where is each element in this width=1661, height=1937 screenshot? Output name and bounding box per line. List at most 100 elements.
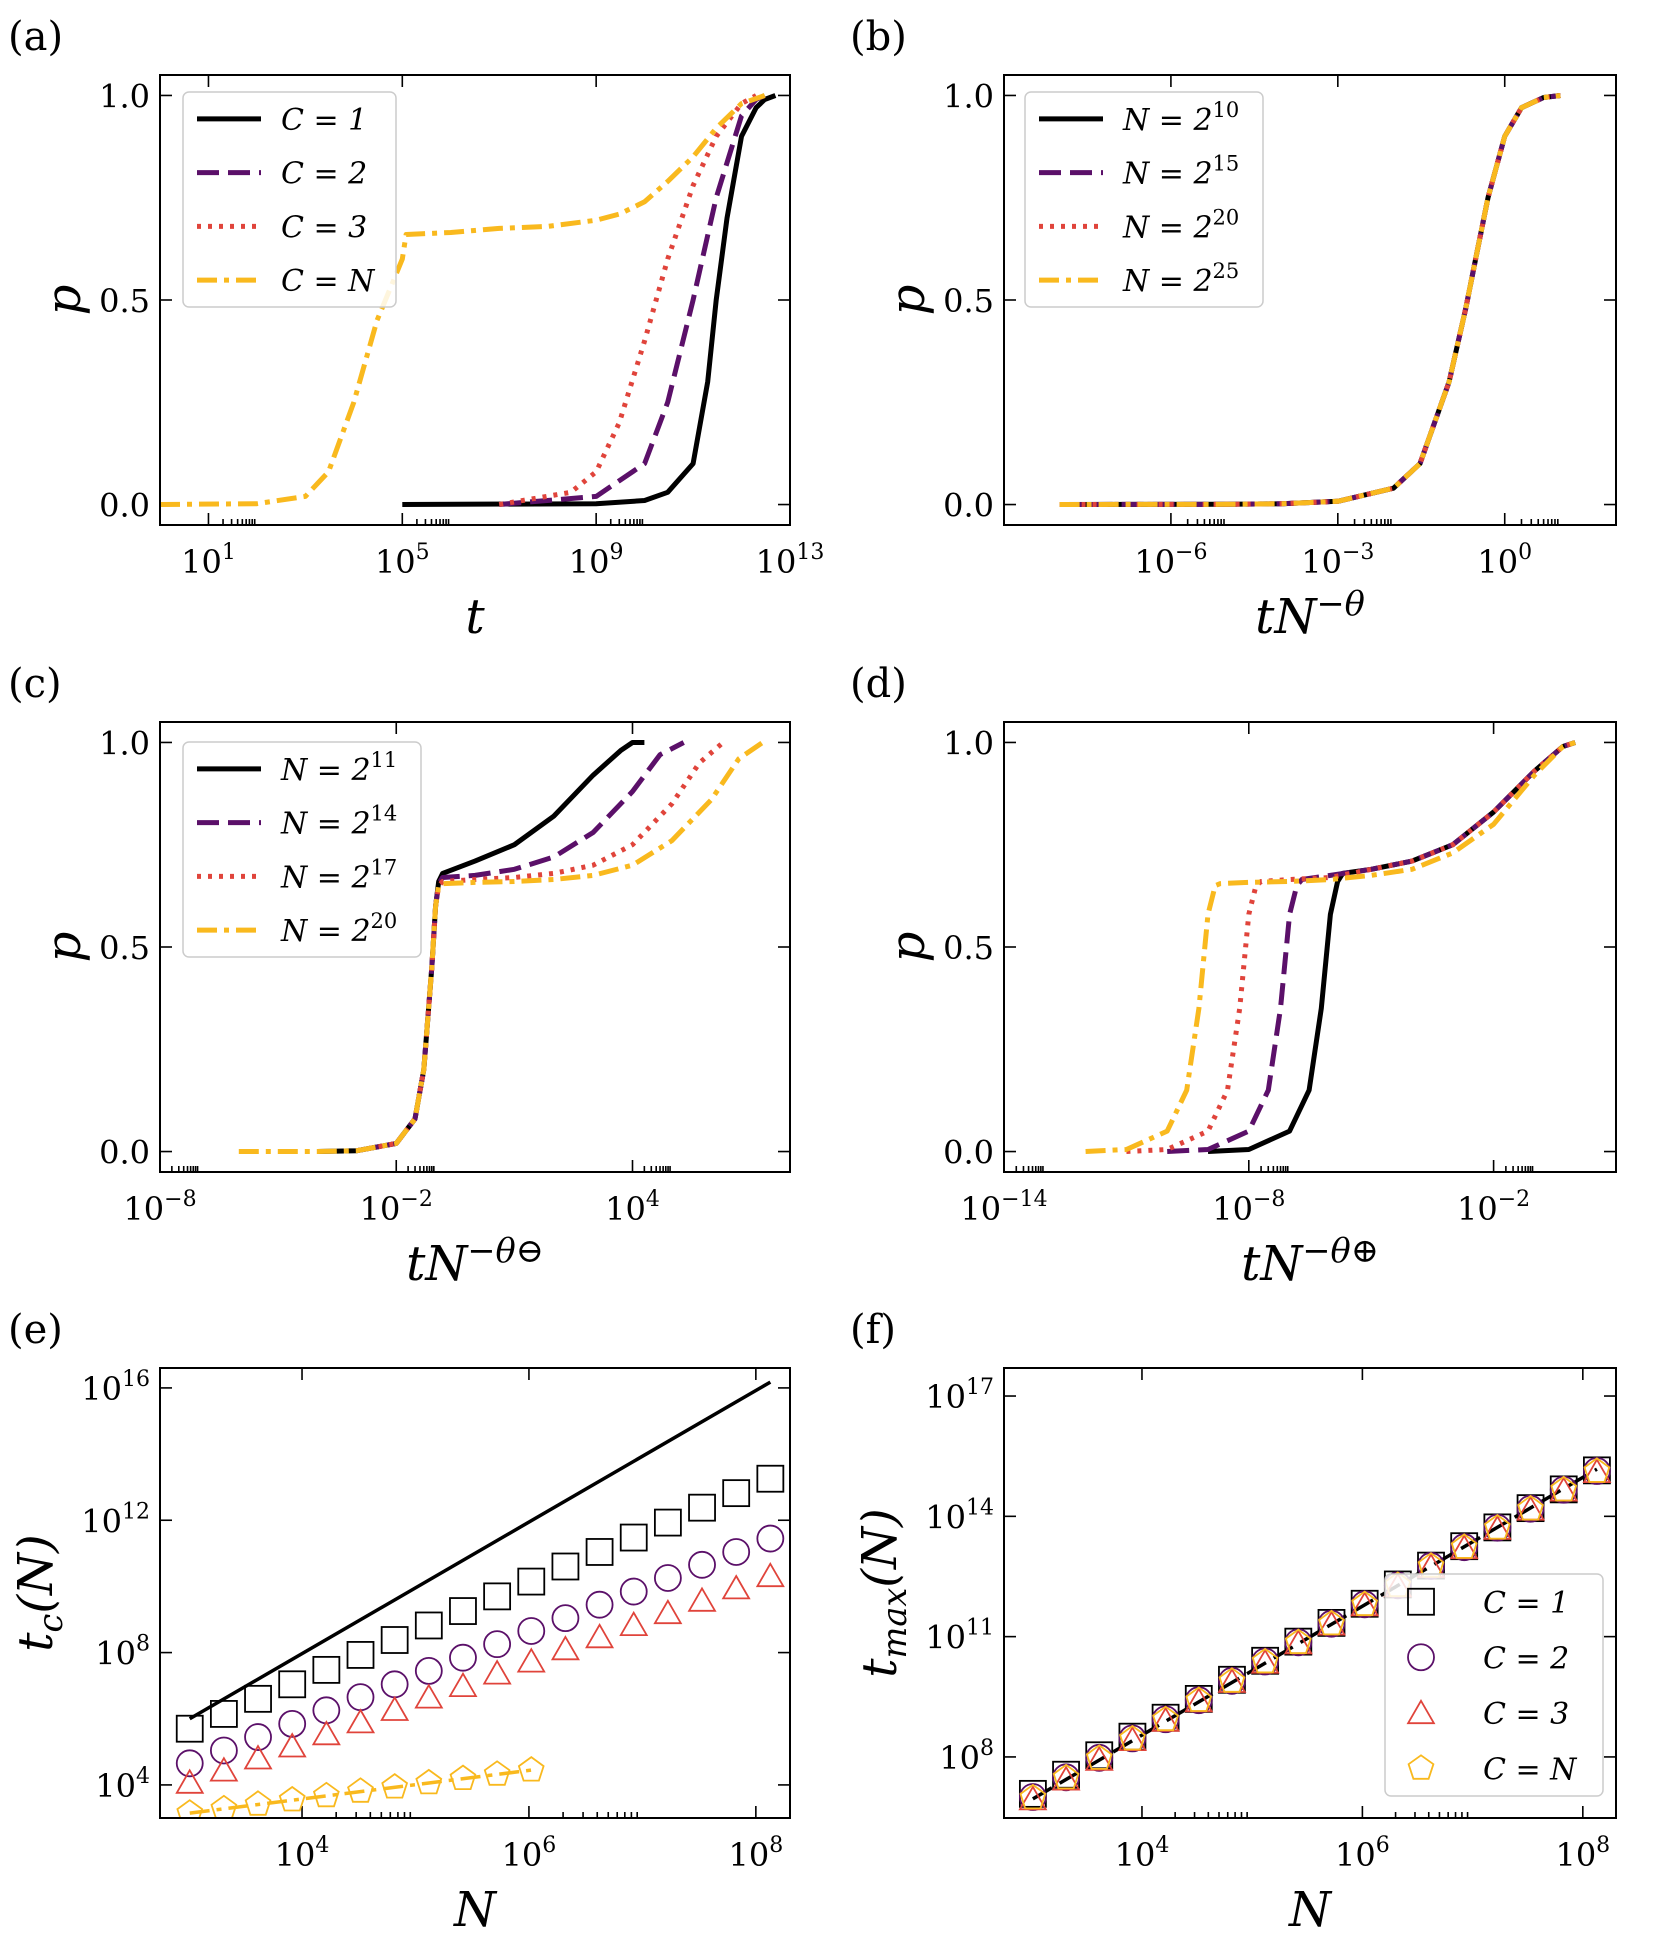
x-tick-label: 10−8 xyxy=(123,1187,196,1228)
data-point xyxy=(448,1671,478,1697)
legend: C = 1 C = 2 C = 3 C = N xyxy=(1384,1573,1604,1797)
y-axis-label: p xyxy=(880,285,936,316)
data-point xyxy=(209,1700,238,1728)
x-tick-label: 10−3 xyxy=(1301,540,1374,581)
data-point xyxy=(585,1622,615,1649)
data-point xyxy=(551,1604,580,1633)
x-tick-label: 10−2 xyxy=(360,1187,433,1228)
y-tick-label: 1.0 xyxy=(99,724,150,762)
y-tick-label: 0.5 xyxy=(99,282,150,320)
x-tick-label: 106 xyxy=(1335,1833,1390,1874)
data-point xyxy=(483,1630,512,1659)
data-point xyxy=(516,1647,546,1673)
panel-label: (c) xyxy=(8,661,62,707)
plot-area xyxy=(238,740,764,1154)
x-tick-label: 106 xyxy=(502,1833,557,1874)
series-line xyxy=(1167,740,1576,1154)
data-point xyxy=(449,1597,477,1625)
y-tick-label: 1016 xyxy=(81,1367,150,1408)
y-axis-label: p xyxy=(36,285,92,316)
legend-label: C = 1 xyxy=(281,103,367,138)
data-point xyxy=(585,1538,614,1566)
legend-label: N = 215 xyxy=(1122,152,1239,192)
data-point xyxy=(415,1768,443,1795)
data-point xyxy=(517,1617,546,1645)
panel-label: (e) xyxy=(8,1307,63,1353)
y-tick-label: 1.0 xyxy=(99,77,150,115)
axes-frame xyxy=(1003,721,1617,1173)
data-point xyxy=(380,1695,410,1721)
data-point xyxy=(380,1670,409,1699)
data-point xyxy=(278,1785,306,1812)
data-point xyxy=(1152,1705,1180,1732)
y-axis-label: p xyxy=(880,932,936,963)
legend-label: N = 214 xyxy=(280,802,397,842)
data-point xyxy=(380,1626,409,1654)
data-point xyxy=(1051,1765,1081,1791)
data-point xyxy=(1052,1763,1080,1790)
data-point xyxy=(278,1670,307,1699)
fit-line xyxy=(188,1380,772,1721)
series-line xyxy=(402,93,777,507)
y-tick-label: 0.0 xyxy=(943,1134,994,1172)
panel-label: (b) xyxy=(850,14,907,60)
data-point xyxy=(1318,1609,1345,1636)
legend-box xyxy=(1384,1573,1604,1797)
legend-label: N = 225 xyxy=(1122,259,1239,299)
fit-line xyxy=(1032,1467,1598,1801)
data-point xyxy=(1517,1494,1544,1521)
x-axis-label: N xyxy=(453,1882,498,1937)
data-point xyxy=(722,1479,751,1508)
data-point xyxy=(210,1794,238,1818)
data-point xyxy=(1351,1590,1379,1616)
legend-label: N = 220 xyxy=(280,909,397,949)
data-point xyxy=(756,1464,785,1493)
legend-swatch xyxy=(1407,1754,1435,1780)
series-line xyxy=(1085,740,1576,1154)
axes-frame xyxy=(159,74,791,526)
data-point xyxy=(619,1610,649,1636)
y-tick-label: 104 xyxy=(95,1764,150,1805)
legend-label: N = 217 xyxy=(280,855,397,895)
x-tick-label: 10−14 xyxy=(960,1187,1047,1228)
data-point xyxy=(449,1764,477,1790)
data-point xyxy=(278,1709,307,1738)
x-tick-label: 105 xyxy=(375,540,430,581)
x-tick-label: 108 xyxy=(728,1833,783,1874)
y-axis-label: tmax(N) xyxy=(852,1508,914,1678)
data-point xyxy=(244,1684,272,1713)
legend-label: N = 220 xyxy=(1122,205,1239,245)
x-tick-label: 100 xyxy=(1477,540,1532,581)
data-point xyxy=(244,1723,272,1751)
legend-label: C = 3 xyxy=(281,210,367,245)
plot-area xyxy=(1059,93,1561,507)
data-point xyxy=(1550,1475,1578,1502)
data-point xyxy=(346,1641,375,1669)
series-line xyxy=(160,93,766,507)
x-tick-label: 108 xyxy=(1555,1833,1610,1874)
data-point xyxy=(687,1586,717,1612)
y-tick-label: 1017 xyxy=(925,1375,994,1416)
data-point xyxy=(619,1523,648,1552)
series-line xyxy=(1059,93,1561,507)
data-point xyxy=(551,1552,580,1581)
legend-box xyxy=(1024,91,1264,308)
data-point xyxy=(1251,1647,1279,1674)
y-tick-label: 1011 xyxy=(925,1616,994,1657)
series-line xyxy=(1207,740,1576,1154)
x-tick-label: 104 xyxy=(605,1187,660,1228)
plot-area xyxy=(175,1380,785,1818)
x-axis-label: tN−θ⊕ xyxy=(1241,1231,1379,1292)
data-point xyxy=(1019,1783,1047,1810)
legend: N = 211 N = 214 N = 217 N = 220 xyxy=(182,741,422,958)
y-tick-label: 1.0 xyxy=(943,77,994,115)
series-line xyxy=(498,93,758,507)
data-point xyxy=(1583,1457,1611,1483)
data-point xyxy=(688,1493,716,1522)
legend: C = 1 C = 2 C = 3 C = N xyxy=(182,91,397,308)
data-point xyxy=(347,1777,374,1803)
